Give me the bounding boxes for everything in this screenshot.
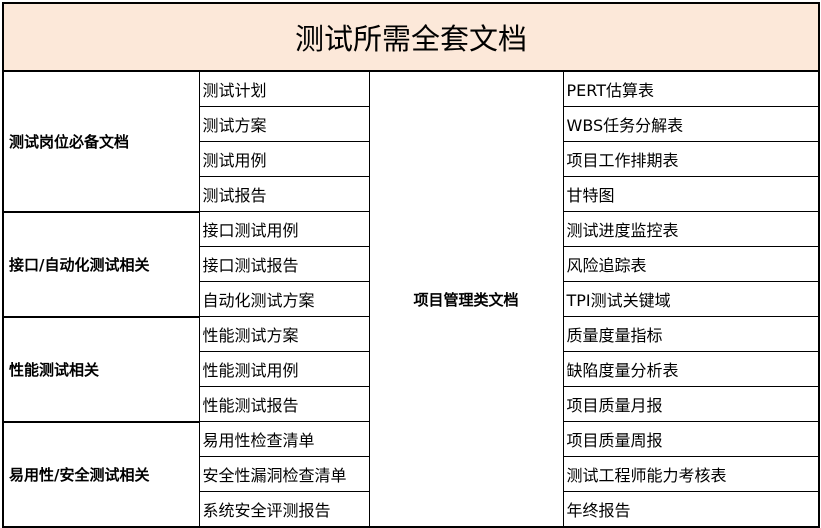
project-document-item: PERT估算表	[562, 70, 821, 107]
project-document-item: 测试进度监控表	[562, 211, 821, 247]
document-item: 系统安全评测报告	[198, 491, 370, 528]
project-document-item: 项目质量月报	[562, 386, 821, 422]
document-item: 性能测试报告	[198, 386, 370, 422]
document-item: 安全性漏洞检查清单	[198, 456, 370, 492]
table-row: 自动化测试方案 TPI测试关键域	[3, 281, 821, 317]
project-document-item: 缺陷度量分析表	[562, 351, 821, 387]
category-cell: 接口/自动化测试相关	[2, 210, 200, 317]
document-item: 测试方案	[198, 106, 370, 142]
document-item: 接口测试报告	[198, 246, 370, 282]
project-document-item: 测试工程师能力考核表	[562, 456, 821, 492]
table-row: 性能测试用例 缺陷度量分析表	[3, 351, 821, 387]
project-document-item: 甘特图	[562, 176, 821, 212]
category-cell: 性能测试相关	[2, 315, 200, 422]
document-item: 测试计划	[198, 70, 370, 107]
document-item: 测试报告	[198, 176, 370, 212]
table-row: 接口/自动化测试相关 接口测试用例 测试进度监控表	[2, 210, 821, 317]
project-document-item: WBS任务分解表	[562, 106, 821, 142]
table-row: 测试用例 项目工作排期表	[3, 141, 821, 177]
table-row: 接口测试报告 风险追踪表	[3, 246, 821, 282]
document-item: 接口测试用例	[198, 211, 370, 247]
document-item: 性能测试用例	[198, 351, 370, 387]
project-category-cell: 项目管理类文档	[368, 70, 564, 528]
document-item: 性能测试方案	[198, 316, 370, 352]
table-row: 安全性漏洞检查清单 测试工程师能力考核表	[3, 456, 821, 492]
category-cell: 易用性/安全测试相关	[2, 420, 200, 528]
table-row: 测试岗位必备文档 测试计划 项目管理类文档 PERT估算表	[2, 70, 821, 528]
document-item: 测试用例	[198, 141, 370, 177]
project-document-item: 项目工作排期表	[562, 141, 821, 177]
page-title: 测试所需全套文档	[1, 2, 821, 72]
document-item: 自动化测试方案	[198, 281, 370, 317]
project-document-item: 年终报告	[562, 491, 821, 528]
project-document-item: 项目质量周报	[562, 421, 821, 457]
table-row: 测试报告 甘特图	[3, 176, 821, 212]
table-row: 系统安全评测报告 年终报告	[3, 491, 821, 528]
table-row: 测试方案 WBS任务分解表	[3, 106, 821, 142]
project-document-item: 质量度量指标	[562, 316, 821, 352]
category-cell: 测试岗位必备文档	[2, 70, 200, 212]
table-row: 性能测试报告 项目质量月报	[3, 386, 821, 422]
title-row: 测试所需全套文档	[1, 2, 821, 72]
table-row: 性能测试相关 性能测试方案 质量度量指标	[2, 315, 821, 422]
project-document-item: TPI测试关键域	[562, 281, 821, 317]
document-item: 易用性检查清单	[198, 421, 370, 457]
project-document-item: 风险追踪表	[562, 246, 821, 282]
table-row: 易用性/安全测试相关 易用性检查清单 项目质量周报	[2, 420, 821, 528]
